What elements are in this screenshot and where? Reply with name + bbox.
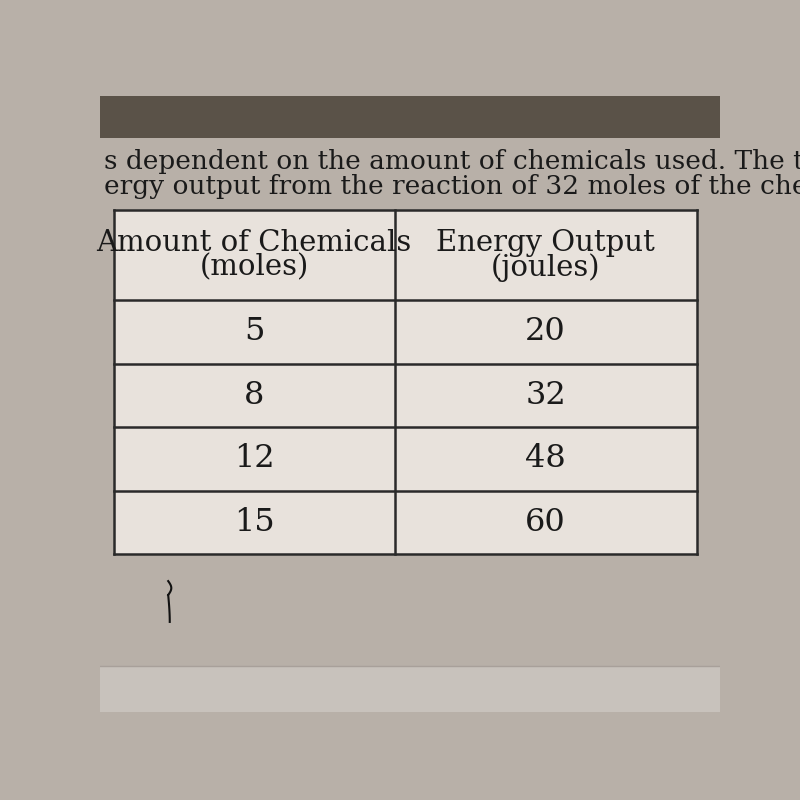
Text: Amount of Chemicals: Amount of Chemicals <box>97 229 412 257</box>
Text: 5: 5 <box>244 316 265 347</box>
Bar <box>100 96 720 138</box>
Bar <box>114 210 697 554</box>
Bar <box>100 666 720 712</box>
Text: 48: 48 <box>526 443 566 474</box>
Text: (moles): (moles) <box>200 254 309 282</box>
Text: 12: 12 <box>234 443 274 474</box>
Text: 20: 20 <box>526 316 566 347</box>
Text: Energy Output: Energy Output <box>436 229 655 257</box>
Text: (joules): (joules) <box>491 253 600 282</box>
Text: s dependent on the amount of chemicals used. The tab: s dependent on the amount of chemicals u… <box>104 149 800 174</box>
Text: 8: 8 <box>244 380 265 411</box>
Text: ergy output from the reaction of 32 moles of the chem: ergy output from the reaction of 32 mole… <box>104 174 800 199</box>
Text: 60: 60 <box>526 507 566 538</box>
Text: 15: 15 <box>234 507 274 538</box>
Text: 32: 32 <box>526 380 566 411</box>
